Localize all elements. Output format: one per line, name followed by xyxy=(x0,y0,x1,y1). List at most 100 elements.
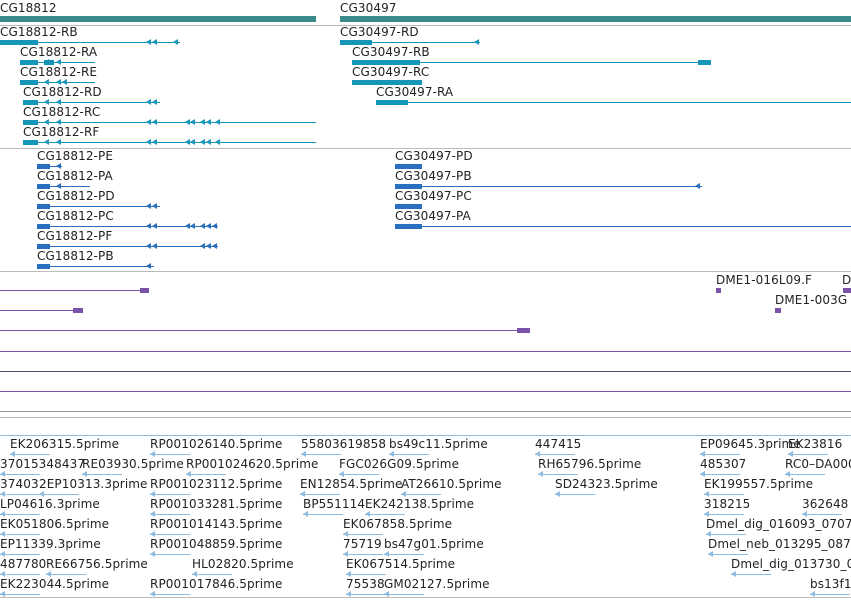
protein-cg18812-pb[interactable] xyxy=(37,266,154,267)
protein-cg18812-pc-exon[interactable] xyxy=(37,224,50,229)
est-feature[interactable] xyxy=(346,594,386,595)
est-feature[interactable] xyxy=(303,514,343,515)
transcript-cg18812-rb[interactable] xyxy=(0,42,180,43)
gene-label-cg18812[interactable]: CG18812 xyxy=(0,1,57,15)
transcript-cg18812-rb-exon[interactable] xyxy=(0,40,38,45)
clone-label[interactable]: DME1-003G xyxy=(775,293,848,307)
est-feature[interactable] xyxy=(150,494,190,495)
est-label[interactable]: HL02820.5prime xyxy=(192,557,294,571)
est-feature[interactable] xyxy=(0,474,40,475)
transcript-label[interactable]: CG18812-RC xyxy=(23,105,101,119)
transcript-cg18812-rc-exon[interactable] xyxy=(23,120,38,125)
est-label[interactable]: EN12854.5prime xyxy=(300,477,403,491)
est-label[interactable]: RP001026140.5prime xyxy=(150,437,283,451)
transcript-label[interactable]: CG30497-RD xyxy=(340,25,419,39)
est-feature[interactable] xyxy=(704,494,744,495)
protein-label[interactable]: CG30497-PB xyxy=(395,169,472,183)
transcript-cg18812-rd[interactable] xyxy=(23,102,160,103)
est-feature[interactable] xyxy=(10,454,50,455)
est-label[interactable]: Dmel_dig_016093_0707 xyxy=(706,517,851,531)
clone-label[interactable]: D xyxy=(842,273,851,287)
transcript-cg30497-rb-exon[interactable] xyxy=(352,60,420,65)
est-label[interactable]: EK051806.5prime xyxy=(0,517,110,531)
clone-block[interactable] xyxy=(73,308,83,313)
est-feature[interactable] xyxy=(46,574,86,575)
transcript-cg18812-ra-exon[interactable] xyxy=(20,60,38,65)
est-label[interactable]: GM02127.5prime xyxy=(384,577,490,591)
protein-label[interactable]: CG30497-PC xyxy=(395,189,472,203)
protein-cg30497-pb[interactable] xyxy=(395,186,702,187)
transcript-cg18812-re-exon[interactable] xyxy=(20,80,38,85)
est-feature[interactable] xyxy=(384,594,424,595)
est-label[interactable]: RP001014143.5prime xyxy=(150,517,283,531)
clone-label[interactable]: DME1-016L09.F xyxy=(716,273,813,287)
transcript-cg18812-rc[interactable] xyxy=(23,122,316,123)
est-feature[interactable] xyxy=(39,494,79,495)
est-label[interactable]: RP001033281.5prime xyxy=(150,497,283,511)
est-feature[interactable] xyxy=(365,514,405,515)
protein-cg18812-pf[interactable] xyxy=(37,246,218,247)
clone-line[interactable] xyxy=(0,371,851,372)
est-feature[interactable] xyxy=(555,494,595,495)
est-feature[interactable] xyxy=(706,534,746,535)
est-label[interactable]: EK199557.5prime xyxy=(704,477,814,491)
est-label[interactable]: RC0–DA000 xyxy=(785,457,851,471)
clone-block[interactable] xyxy=(843,288,851,293)
est-label[interactable]: RE03930.5prime xyxy=(82,457,184,471)
est-label[interactable]: EK067858.5prime xyxy=(343,517,453,531)
est-label[interactable]: AT26610.5prime xyxy=(401,477,502,491)
transcript-cg30497-ra-exon[interactable] xyxy=(376,100,408,105)
clone-line[interactable] xyxy=(0,411,851,412)
clone-line[interactable] xyxy=(0,351,851,352)
protein-label[interactable]: CG18812-PB xyxy=(37,249,114,263)
gene-bar-cg30497[interactable] xyxy=(340,16,851,22)
est-label[interactable]: bs47g01.5prime xyxy=(384,537,484,551)
est-label[interactable]: FGC026G09.5prime xyxy=(339,457,460,471)
est-feature[interactable] xyxy=(389,454,429,455)
est-feature[interactable] xyxy=(401,494,441,495)
est-label[interactable]: Dmel_dig_013730_0 xyxy=(731,557,851,571)
est-label[interactable]: RP001048859.5prime xyxy=(150,537,283,551)
protein-cg18812-pe-exon[interactable] xyxy=(37,164,50,169)
est-feature[interactable] xyxy=(186,474,226,475)
est-feature[interactable] xyxy=(785,474,825,475)
transcript-cg30497-ra[interactable] xyxy=(376,102,851,103)
transcript-cg18812-rf[interactable] xyxy=(23,142,316,143)
protein-cg18812-pa-exon[interactable] xyxy=(37,184,50,189)
est-label[interactable]: SD24323.5prime xyxy=(555,477,658,491)
transcript-label[interactable]: CG18812-RF xyxy=(23,125,100,139)
est-feature[interactable] xyxy=(150,534,190,535)
est-label[interactable]: BP551114 xyxy=(303,497,366,511)
est-label[interactable]: 75538 xyxy=(346,577,385,591)
est-feature[interactable] xyxy=(384,554,424,555)
protein-cg30497-pa[interactable] xyxy=(395,226,851,227)
est-feature[interactable] xyxy=(0,594,40,595)
est-label[interactable]: 37403 xyxy=(0,477,39,491)
est-feature[interactable] xyxy=(0,494,40,495)
est-feature[interactable] xyxy=(150,454,190,455)
est-feature[interactable] xyxy=(788,454,828,455)
est-label[interactable]: EP09645.3prime xyxy=(700,437,801,451)
protein-label[interactable]: CG18812-PA xyxy=(37,169,113,183)
protein-cg30497-pa-exon[interactable] xyxy=(395,224,422,229)
transcript-cg30497-rd[interactable] xyxy=(340,42,480,43)
est-feature[interactable] xyxy=(346,574,386,575)
transcript-cg30497-rd-exon[interactable] xyxy=(340,40,372,45)
est-feature[interactable] xyxy=(704,514,744,515)
est-feature[interactable] xyxy=(0,554,40,555)
est-feature[interactable] xyxy=(192,574,232,575)
est-feature[interactable] xyxy=(535,454,575,455)
est-feature[interactable] xyxy=(343,534,383,535)
clone-block[interactable] xyxy=(517,328,530,333)
protein-cg30497-pb-exon[interactable] xyxy=(395,184,422,189)
protein-label[interactable]: CG18812-PC xyxy=(37,209,114,223)
protein-label[interactable]: CG18812-PF xyxy=(37,229,113,243)
protein-label[interactable]: CG18812-PD xyxy=(37,189,115,203)
est-label[interactable]: LP04616.3prime xyxy=(0,497,100,511)
protein-cg30497-pd-exon[interactable] xyxy=(395,164,422,169)
est-feature[interactable] xyxy=(150,554,190,555)
est-label[interactable]: bs13f10 xyxy=(810,577,851,591)
est-label[interactable]: EK242138.5prime xyxy=(365,497,475,511)
clone-block[interactable] xyxy=(140,288,149,293)
transcript-label[interactable]: CG18812-RA xyxy=(20,45,98,59)
